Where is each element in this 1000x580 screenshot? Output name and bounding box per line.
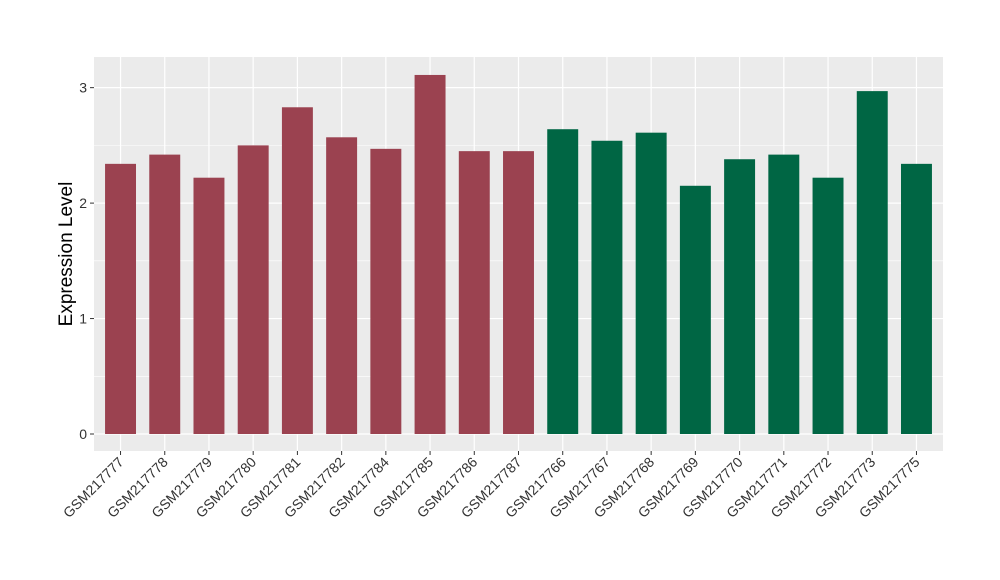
bar-GSM217787 [503, 151, 534, 434]
x-axis: GSM217777GSM217778GSM217779GSM217780GSM2… [60, 451, 923, 521]
bar-GSM217785 [414, 74, 446, 434]
y-tick-label: 1 [79, 311, 87, 327]
bar-GSM217766 [547, 129, 579, 434]
bar-GSM217779 [193, 177, 225, 435]
bar-GSM217781 [281, 107, 313, 435]
bar-GSM217767 [591, 140, 623, 434]
bar-GSM217780 [237, 145, 269, 434]
bar-GSM217784 [370, 148, 402, 434]
bar-GSM217778 [149, 154, 181, 434]
bar-GSM217786 [458, 151, 490, 434]
bar-GSM217770 [724, 159, 756, 434]
bars [105, 74, 932, 435]
bar-GSM217782 [326, 137, 358, 434]
y-tick-label: 0 [79, 426, 87, 442]
y-axis-label: Expression Level [56, 182, 77, 327]
y-tick-label: 3 [79, 80, 87, 96]
bar-GSM217769 [679, 185, 711, 434]
bar-GSM217775 [900, 163, 932, 435]
bar-GSM217777 [105, 163, 137, 435]
bar-GSM217772 [812, 177, 844, 435]
y-axis: 0 1 2 3 [79, 80, 94, 442]
y-tick-label: 2 [79, 195, 87, 211]
bar-GSM217768 [635, 132, 667, 434]
bar-GSM217771 [768, 154, 800, 434]
bar-GSM217773 [856, 91, 888, 435]
